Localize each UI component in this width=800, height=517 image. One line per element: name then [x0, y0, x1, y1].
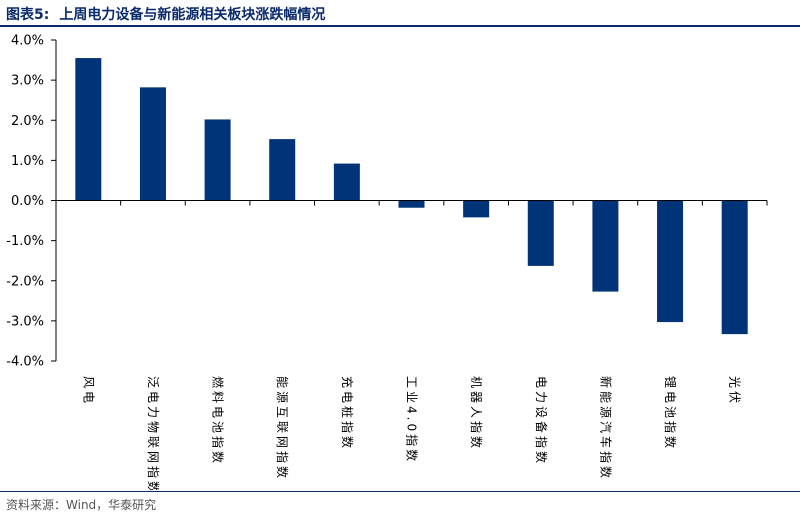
x-category-label: 能源互联网指数: [275, 376, 290, 481]
top-rule: [0, 25, 800, 27]
bottom-rule: [0, 491, 800, 492]
y-tick-label: 0.0%: [11, 194, 44, 209]
bar: [527, 200, 554, 266]
y-tick-label: -1.0%: [6, 234, 44, 249]
x-category-label: 锂电池指数: [663, 376, 678, 451]
x-category-label: 充电桩指数: [340, 376, 355, 451]
bar: [721, 200, 748, 335]
y-tick-label: -2.0%: [6, 274, 44, 289]
x-category-label: 新能源汽车指数: [598, 376, 613, 481]
bar: [333, 163, 360, 201]
bar: [139, 87, 166, 201]
y-tick-label: 4.0%: [11, 34, 44, 49]
bar: [592, 200, 619, 292]
bar: [657, 200, 684, 323]
figure-title: 图表5: 上周电力设备与新能源相关板块涨跌幅情况: [6, 4, 325, 24]
y-tick-label: 3.0%: [11, 74, 44, 89]
y-tick-label: 1.0%: [11, 154, 44, 169]
source-label: 资料来源：: [6, 498, 67, 512]
bar: [398, 200, 425, 208]
bar: [463, 200, 490, 218]
y-tick-label: 2.0%: [11, 114, 44, 129]
x-category-label: 机器人指数: [469, 376, 484, 451]
source-value: Wind，华泰研究: [66, 498, 157, 512]
x-category-label: 电力设备指数: [534, 376, 549, 466]
figure-title-text: 上周电力设备与新能源相关板块涨跌幅情况: [59, 7, 326, 23]
x-category-label: 风电: [81, 376, 95, 406]
x-category-label: 光伏: [728, 376, 742, 406]
x-category-label: 工业4.0指数: [405, 376, 420, 464]
x-category-label: 泛电力物联网指数: [146, 376, 161, 490]
source-note: 资料来源：Wind，华泰研究: [6, 496, 156, 513]
bar: [269, 139, 296, 201]
figure-label: 图表5:: [6, 7, 50, 23]
x-category-label: 燃料电池指数: [211, 376, 226, 466]
bar: [75, 58, 102, 201]
y-tick-label: -4.0%: [6, 355, 44, 370]
bar: [204, 119, 231, 201]
bar-chart: 4.0% 3.0% 2.0% 1.0% 0.0% -1.0% -2.0% -3.0% -4.0%…: [6, 34, 768, 490]
y-tick-label: -3.0%: [6, 314, 44, 329]
